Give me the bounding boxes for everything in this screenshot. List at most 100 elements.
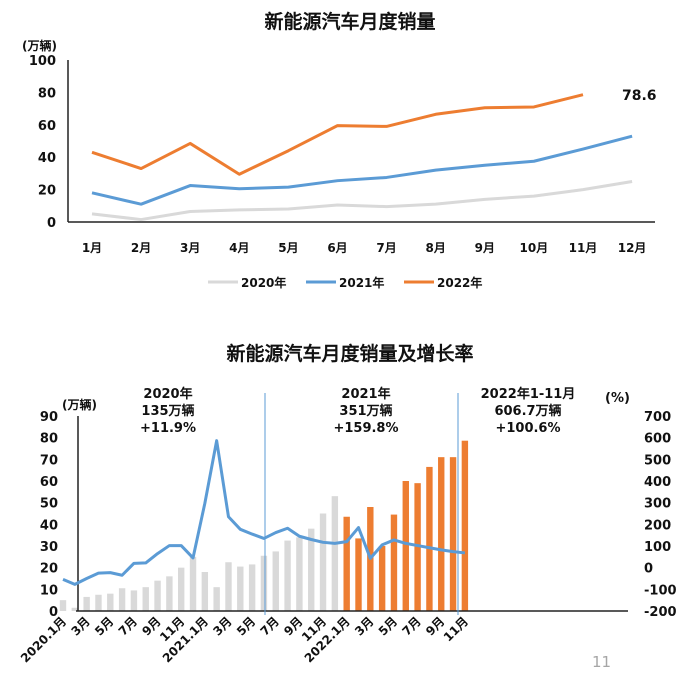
chart2-bar xyxy=(95,594,102,611)
chart1-x-tick: 10月 xyxy=(520,241,549,255)
chart2-y-tick: 30 xyxy=(40,540,58,555)
chart2-y-tick: 20 xyxy=(40,562,58,577)
chart1-y-tick: 40 xyxy=(38,151,56,166)
chart2-bar xyxy=(201,572,209,611)
annotation-2020-year: 2020年 xyxy=(143,386,192,402)
chart2-bar xyxy=(296,537,303,611)
chart2-bar xyxy=(130,590,138,611)
chart2-y-tick: 80 xyxy=(40,432,58,447)
chart2-bar xyxy=(308,528,315,611)
chart1-line-2020年 xyxy=(91,180,633,222)
chart2-bar xyxy=(213,587,220,611)
chart2-bar xyxy=(83,596,90,611)
annotation-2022-growth: +100.6% xyxy=(495,421,560,436)
chart2-y-tick: 60 xyxy=(40,475,58,490)
chart2-bar xyxy=(355,538,362,611)
annotation-2020-total: 135万辆 xyxy=(141,403,194,419)
chart1-line-2021年 xyxy=(91,134,633,206)
chart2-y-tick: 10 xyxy=(40,583,58,598)
chart2-bar xyxy=(178,567,185,611)
chart2-bar xyxy=(189,556,197,611)
chart2-bar xyxy=(142,587,149,611)
chart1-legend-label: 2022年 xyxy=(437,275,482,290)
chart2-y2-tick: 100 xyxy=(644,540,671,555)
chart2-x-tick: 3月 xyxy=(68,614,92,638)
chart2-bar xyxy=(272,551,279,611)
chart2-y-tick: 0 xyxy=(49,605,58,620)
chart1-title: 新能源汽车月度销量 xyxy=(264,10,435,33)
chart1-x-tick: 1月 xyxy=(82,241,102,255)
chart2-y-tick: 90 xyxy=(40,410,58,425)
chart2-bar xyxy=(438,457,445,611)
chart2-y-tick: 50 xyxy=(40,497,58,512)
annotation-2022-year: 2022年1-11月 xyxy=(481,386,576,402)
chart1-x-tick: 9月 xyxy=(475,241,495,255)
chart2-bar xyxy=(343,516,350,611)
chart2-x-tick: 7月 xyxy=(258,614,282,638)
chart1-x-tick: 2月 xyxy=(131,241,151,255)
chart2-y2-tick: -200 xyxy=(644,605,677,620)
chart2-bar xyxy=(449,457,457,611)
chart2-bar xyxy=(426,466,433,611)
chart2-bar xyxy=(154,580,161,611)
chart1-x-tick: 12月 xyxy=(618,241,647,255)
chart2-bar xyxy=(107,593,114,611)
chart2-bar xyxy=(59,600,67,611)
chart2-x-tick: 3月 xyxy=(210,614,234,638)
chart2-bar xyxy=(378,546,386,611)
chart2-y-tick: 40 xyxy=(40,518,58,533)
chart1-legend-label: 2020年 xyxy=(241,275,286,290)
chart2-x-tick: 5月 xyxy=(92,614,116,638)
chart2-bar xyxy=(166,576,173,611)
chart1-y-tick: 100 xyxy=(29,54,56,69)
chart2-y2-tick: 700 xyxy=(644,410,671,425)
chart2-y2-tick: 600 xyxy=(644,432,671,447)
chart1-x-tick: 5月 xyxy=(278,241,298,255)
chart2-y2label: (%) xyxy=(605,391,630,406)
chart1-x-tick: 6月 xyxy=(327,241,347,255)
chart2-y2-tick: 0 xyxy=(644,562,653,577)
chart2-bar xyxy=(331,496,339,611)
chart2-bar xyxy=(461,440,469,611)
chart1-legend-label: 2021年 xyxy=(339,275,384,290)
chart2-y2-tick: 200 xyxy=(644,518,671,533)
chart1-y-tick: 60 xyxy=(38,119,56,134)
chart2-bar xyxy=(248,564,256,611)
chart2-bar xyxy=(390,514,398,611)
chart2-bar xyxy=(284,540,291,611)
chart2-x-tick: 5月 xyxy=(376,614,400,638)
chart2-y2-tick: -100 xyxy=(644,583,677,598)
page-number: 11 xyxy=(592,653,611,671)
chart2-x-tick: 7月 xyxy=(116,614,140,638)
chart2-x-tick: 11月 xyxy=(441,614,471,644)
chart2-bar xyxy=(260,555,268,611)
chart1-y-tick: 20 xyxy=(38,184,56,199)
chart2-growth-line xyxy=(62,439,466,586)
chart1-ylabel: (万辆) xyxy=(22,38,57,53)
chart2-x-tick: 3月 xyxy=(352,614,376,638)
annotation-2021-total: 351万辆 xyxy=(339,403,392,419)
annotation-2020-growth: +11.9% xyxy=(140,421,196,436)
chart2-x-tick: 2020.1月 xyxy=(18,614,69,665)
chart1-line-2022年 xyxy=(91,93,584,176)
chart2-x-tick: 7月 xyxy=(399,614,423,638)
annotation-2021-growth: +159.8% xyxy=(333,421,398,436)
chart2-y-tick: 70 xyxy=(40,453,58,468)
chart2-bar xyxy=(319,513,327,611)
chart1-x-tick: 3月 xyxy=(180,241,200,255)
chart1-x-tick: 11月 xyxy=(569,241,598,255)
chart2-bar xyxy=(225,562,232,611)
chart1-x-tick: 8月 xyxy=(426,241,446,255)
annotation-2021-year: 2021年 xyxy=(341,386,390,402)
chart2-y2-tick: 400 xyxy=(644,475,671,490)
annotation-2022-total: 606.7万辆 xyxy=(494,403,561,419)
chart2-y2-tick: 500 xyxy=(644,453,671,468)
chart2-title: 新能源汽车月度销量及增长率 xyxy=(226,342,473,365)
chart1-x-tick: 4月 xyxy=(229,241,249,255)
chart2-bar xyxy=(118,588,126,611)
chart2-y2-tick: 300 xyxy=(644,497,671,512)
chart2-ylabel: (万辆) xyxy=(62,397,97,412)
chart1-x-tick: 7月 xyxy=(376,241,396,255)
chart1-y-tick: 0 xyxy=(47,216,56,231)
